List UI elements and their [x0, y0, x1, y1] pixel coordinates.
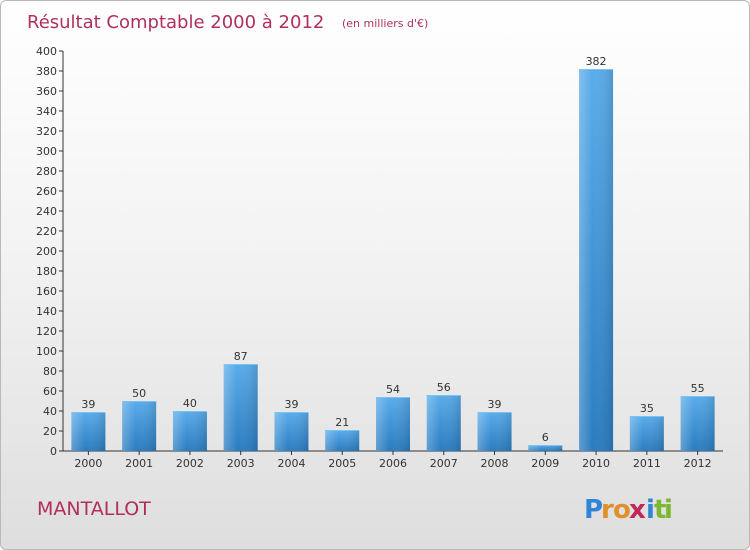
bar-shade-2009 — [528, 445, 563, 451]
y-tick-label: 280 — [36, 165, 57, 178]
x-tick-label-2012: 2012 — [684, 457, 712, 470]
data-label-2004: 39 — [284, 398, 298, 411]
y-tick-label: 20 — [43, 425, 57, 438]
bar-shade-2010 — [579, 69, 614, 451]
data-label-2000: 39 — [81, 398, 95, 411]
y-tick-label: 160 — [36, 285, 57, 298]
data-label-2008: 39 — [488, 398, 502, 411]
y-tick-label: 340 — [36, 105, 57, 118]
data-label-2003: 87 — [234, 350, 248, 363]
logo-letter: i — [664, 495, 673, 525]
x-tick-label-2005: 2005 — [328, 457, 356, 470]
bar-shade-2000 — [71, 412, 106, 451]
bar-shade-2002 — [172, 411, 207, 451]
y-tick-label: 180 — [36, 265, 57, 278]
y-tick-label: 60 — [43, 385, 57, 398]
y-tick-label: 400 — [36, 45, 57, 58]
x-tick-label-2003: 2003 — [227, 457, 255, 470]
y-tick-label: 200 — [36, 245, 57, 258]
y-tick-label: 100 — [36, 345, 57, 358]
bar-shade-2008 — [477, 412, 512, 451]
x-tick-label-2002: 2002 — [176, 457, 204, 470]
y-tick-label: 240 — [36, 205, 57, 218]
data-label-2002: 40 — [183, 397, 197, 410]
data-label-2001: 50 — [132, 387, 146, 400]
bars-group — [71, 69, 715, 451]
y-tick-label: 40 — [43, 405, 57, 418]
y-tick-label: 220 — [36, 225, 57, 238]
y-tick-label: 300 — [36, 145, 57, 158]
place-name: MANTALLOT — [37, 498, 151, 520]
bar-shade-2005 — [325, 430, 360, 451]
y-tick-label: 380 — [36, 65, 57, 78]
logo-letter: x — [629, 495, 646, 525]
data-label-2005: 21 — [335, 416, 349, 429]
x-tick-label-2000: 2000 — [74, 457, 102, 470]
bar-shade-2007 — [426, 395, 461, 451]
x-axis: 2000 2001 2002 2003 2004 2005 2006 2007 2008 2009… — [63, 450, 723, 470]
x-tick-label-2011: 2011 — [633, 457, 661, 470]
bar-shade-2006 — [376, 397, 410, 451]
bar-shade-2011 — [629, 416, 664, 451]
x-tick-label-2010: 2010 — [582, 457, 610, 470]
y-tick-label: 260 — [36, 185, 57, 198]
x-tick-label-2001: 2001 — [125, 457, 153, 470]
y-tick-label: 320 — [36, 125, 57, 138]
x-tick-label-2007: 2007 — [430, 457, 458, 470]
y-tick-label: 140 — [36, 305, 57, 318]
x-tick-label-2004: 2004 — [277, 457, 305, 470]
data-label-2012: 55 — [691, 382, 705, 395]
y-axis: 0 20 40 60 80 100 120 140 160 180 200 220 240 260 280 3… — [36, 45, 64, 458]
logo-letter: i — [646, 495, 655, 525]
bar-shade-2012 — [680, 396, 715, 451]
data-label-2006: 54 — [386, 383, 400, 396]
bar-shade-2004 — [274, 412, 309, 451]
logo-letter: r — [601, 495, 614, 525]
chart-title: Résultat Comptable 2000 à 2012 — [27, 12, 324, 33]
bar-labels-group: 39 50 40 87 39 21 54 56 39 6 382 35 55 — [81, 55, 704, 444]
data-label-2010: 382 — [586, 55, 607, 68]
y-tick-label: 80 — [43, 365, 57, 378]
x-tick-label-2009: 2009 — [531, 457, 559, 470]
proxiti-logo: Pr ox i ti — [584, 495, 673, 525]
x-tick-label-2008: 2008 — [481, 457, 509, 470]
y-tick-label: 360 — [36, 85, 57, 98]
chart-subtitle: (en milliers d'€) — [342, 17, 428, 30]
data-label-2009: 6 — [542, 431, 549, 444]
logo-letter: P — [584, 495, 603, 525]
y-tick-label: 0 — [50, 445, 57, 458]
bar-shade-2001 — [122, 401, 157, 451]
x-tick-label-2006: 2006 — [379, 457, 407, 470]
logo-letter: t — [654, 495, 666, 525]
logo-letter: o — [613, 495, 631, 525]
y-tick-label: 120 — [36, 325, 57, 338]
data-label-2007: 56 — [437, 381, 451, 394]
bar-shade-2003 — [223, 364, 258, 451]
data-label-2011: 35 — [640, 402, 654, 415]
